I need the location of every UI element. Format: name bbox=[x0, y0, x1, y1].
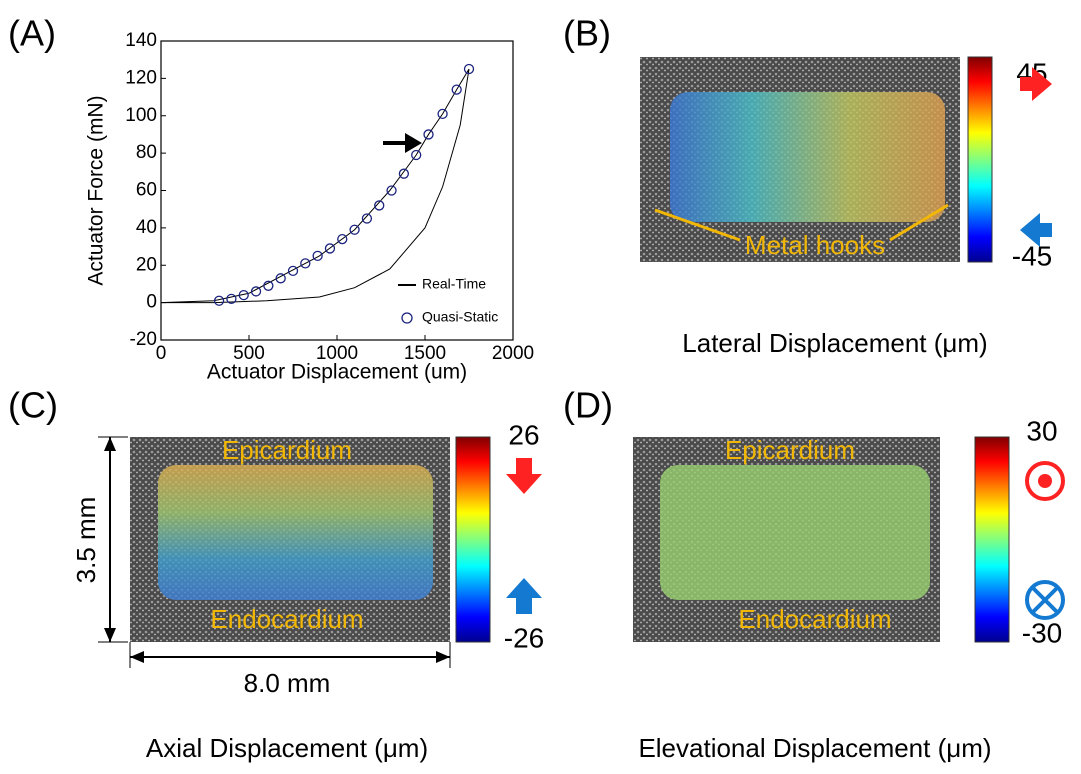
x-tick-label: 2000 bbox=[492, 343, 534, 364]
data-point bbox=[263, 280, 274, 291]
data-point bbox=[324, 243, 336, 254]
colorbar-min: -26 bbox=[504, 622, 544, 653]
data-point bbox=[238, 289, 249, 301]
arrow-left bbox=[1020, 213, 1052, 247]
arrow-right bbox=[1020, 67, 1052, 101]
y-tick-label: 20 bbox=[136, 254, 157, 275]
out-of-plane-dot bbox=[1038, 474, 1052, 488]
data-point bbox=[287, 265, 299, 277]
panel-label: (A) bbox=[8, 13, 56, 54]
x-tick-label: 0 bbox=[156, 343, 167, 364]
caption: Axial Displacement (μm) bbox=[146, 733, 428, 763]
data-point bbox=[361, 213, 373, 224]
y-tick-label: 0 bbox=[146, 292, 157, 313]
panel-label: (C) bbox=[8, 385, 58, 426]
pointer bbox=[654, 208, 741, 242]
annotation: Endocardium bbox=[738, 604, 891, 634]
caption: Lateral Displacement (μm) bbox=[682, 328, 987, 358]
colorbar-min: -30 bbox=[1022, 617, 1062, 648]
data-point bbox=[374, 200, 385, 211]
into-plane-cross bbox=[1031, 586, 1059, 614]
pointer bbox=[889, 203, 949, 242]
colorbar bbox=[455, 436, 491, 643]
panel-d: 30 -30 Epicardium Endocardium Elevationa… bbox=[633, 415, 1065, 763]
data-point bbox=[463, 63, 475, 75]
y-tick-label: 40 bbox=[136, 217, 157, 238]
colorbar-min: -45 bbox=[1012, 240, 1052, 271]
panel-label: (B) bbox=[563, 13, 611, 54]
panel-b: 45 -45 Metal hooks Lateral Displacement … bbox=[640, 56, 1052, 358]
displacement-overlay bbox=[660, 465, 930, 600]
caption: Elevational Displacement (μm) bbox=[638, 733, 991, 763]
arrow-down bbox=[506, 458, 542, 494]
x-axis-title: Actuator Displacement (um) bbox=[207, 361, 467, 384]
x-tick-label: 1000 bbox=[316, 343, 358, 364]
panel-label: (D) bbox=[563, 385, 613, 426]
data-point bbox=[213, 295, 225, 306]
x-tick-label: 1500 bbox=[404, 343, 446, 364]
annotation: Metal hooks bbox=[745, 230, 885, 260]
data-point bbox=[250, 286, 262, 297]
y-tick-label: -20 bbox=[130, 329, 157, 350]
data-point bbox=[300, 258, 311, 269]
dimension-label: 8.0 mm bbox=[244, 668, 331, 698]
data-line bbox=[160, 68, 470, 304]
data-point bbox=[312, 250, 323, 262]
annotation: Endocardium bbox=[210, 604, 363, 634]
y-tick-label: 100 bbox=[125, 105, 157, 126]
data-point bbox=[411, 149, 422, 161]
displacement-overlay bbox=[158, 465, 433, 600]
colorbar bbox=[974, 436, 1010, 643]
data-point bbox=[423, 129, 434, 140]
colorbar-max: 26 bbox=[508, 419, 539, 450]
y-tick-label: 80 bbox=[136, 142, 157, 163]
panel-c: 26 -26 Epicardium Endocardium 3.5 mm 8.0… bbox=[71, 419, 544, 762]
data-point bbox=[437, 108, 448, 120]
y-axis-title: Actuator Force (mN) bbox=[85, 95, 108, 285]
y-tick-label: 60 bbox=[136, 180, 157, 201]
y-tick-label: 120 bbox=[125, 67, 157, 88]
into-plane-symbol bbox=[1025, 580, 1065, 620]
legend-label: Quasi-Static bbox=[422, 309, 498, 325]
data-point bbox=[386, 185, 397, 196]
colorbar bbox=[967, 56, 993, 263]
data-point bbox=[226, 293, 237, 305]
legend-label: Real-Time bbox=[422, 276, 486, 292]
chart-a: 0 500 1000 1500 2000-20020406080100120140Act… bbox=[85, 30, 535, 384]
data-point bbox=[451, 84, 462, 95]
pointer-arrow bbox=[383, 133, 422, 153]
x-tick-label: 500 bbox=[233, 343, 265, 364]
out-of-plane-symbol bbox=[1025, 461, 1065, 501]
data-point bbox=[337, 233, 348, 245]
y-tick-label: 140 bbox=[125, 30, 157, 51]
displacement-overlay bbox=[670, 92, 945, 222]
annotation: Epicardium bbox=[222, 435, 352, 465]
arrow-up bbox=[506, 578, 542, 614]
data-point bbox=[398, 168, 410, 179]
dimension-label: 3.5 mm bbox=[71, 497, 101, 584]
annotation: Epicardium bbox=[725, 435, 855, 465]
data-point bbox=[349, 224, 360, 235]
colorbar-max: 30 bbox=[1026, 415, 1057, 446]
data-point bbox=[275, 273, 286, 284]
legend-marker bbox=[401, 312, 413, 324]
